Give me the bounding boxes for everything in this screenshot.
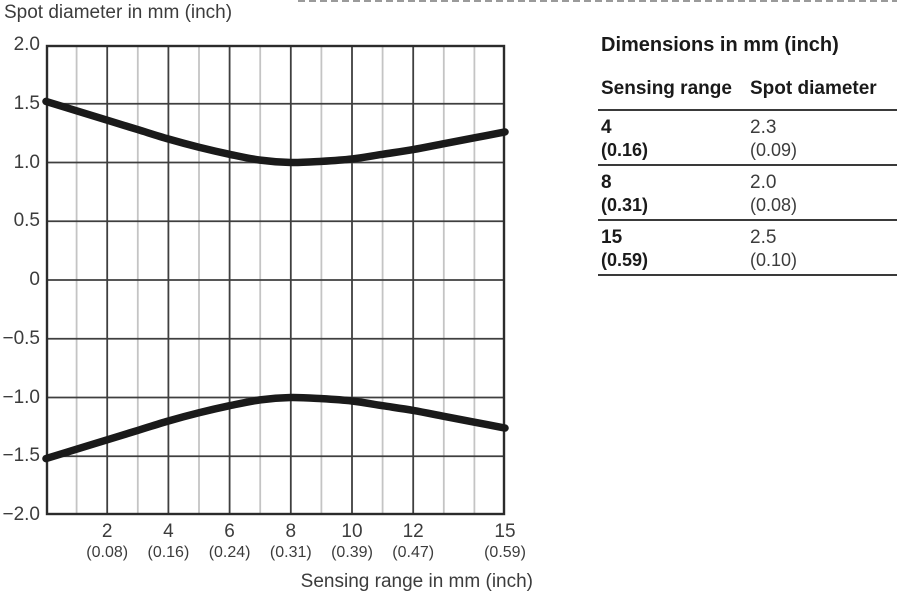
y-tick-label: −2.0: [2, 504, 40, 525]
range-mm-value: 8: [601, 172, 612, 193]
sensing-range-cell: 8 (0.31): [598, 171, 750, 216]
x-axis-title: Sensing range in mm (inch): [300, 571, 533, 592]
spot-inch-value: (0.09): [750, 140, 798, 160]
spot-diameter-cell: 2.3 (0.09): [750, 116, 897, 161]
x-tick-mm: 8: [285, 521, 297, 542]
x-tick-inch: (0.47): [392, 544, 435, 561]
table-row: 15 (0.59) 2.5 (0.10): [598, 221, 897, 276]
spot-mm-value: 2.0: [750, 172, 777, 193]
sensing-range-cell: 15 (0.59): [598, 226, 750, 271]
spot-inch-value: (0.10): [750, 250, 798, 270]
x-tick-inch: (0.24): [208, 544, 251, 561]
plot-border: [45, 44, 506, 516]
y-tick-label: 2.0: [13, 34, 40, 55]
range-inch-value: (0.16): [601, 140, 649, 160]
spot-diameter-chart-canvas: [42, 44, 509, 516]
x-tick-mm: 2: [101, 521, 113, 542]
chart-title: Spot diameter in mm (inch): [4, 2, 233, 23]
range-mm-value: 15: [601, 227, 623, 248]
y-tick-label: 1.5: [13, 92, 40, 114]
table-header-row: Sensing range Spot diameter: [598, 57, 897, 111]
y-tick-label: −1.0: [2, 386, 40, 408]
x-tick-mm: 4: [163, 521, 174, 542]
range-inch-value: (0.31): [601, 195, 649, 215]
x-tick-label: 15 (0.59): [459, 520, 551, 562]
x-tick-inch: (0.59): [484, 544, 526, 561]
x-tick-label: 10 (0.39): [306, 520, 398, 562]
column-header-sensing-range: Sensing range: [601, 78, 732, 99]
column-header-spot-diameter: Spot diameter: [750, 78, 877, 99]
spot-diameter-cell: 2.5 (0.10): [750, 226, 897, 271]
table-row: 4 (0.16) 2.3 (0.09): [598, 111, 897, 166]
y-tick-label: −0.5: [2, 327, 40, 349]
y-tick-label: −1.5: [2, 445, 40, 467]
y-tick-label: 0: [29, 269, 40, 290]
x-tick-mm: 6: [224, 521, 235, 542]
spot-mm-value: 2.5: [750, 227, 777, 248]
x-tick-inch: (0.16): [147, 544, 190, 561]
dimensions-panel: Dimensions in mm (inch) Sensing range Sp…: [598, 33, 897, 276]
x-tick-label: 6 (0.24): [184, 520, 276, 562]
x-tick-label: 2 (0.08): [61, 520, 153, 562]
x-tick-mm: 12: [402, 521, 424, 542]
sensing-range-cell: 4 (0.16): [598, 116, 750, 161]
spot-inch-value: (0.08): [750, 195, 798, 215]
x-tick-label: 4 (0.16): [122, 520, 214, 562]
x-tick-inch: (0.08): [86, 544, 129, 561]
spot-diameter-cell: 2.0 (0.08): [750, 171, 897, 216]
spot-mm-value: 2.3: [750, 117, 777, 138]
x-tick-inch: (0.31): [269, 544, 312, 561]
range-inch-value: (0.59): [601, 250, 649, 270]
curve-spot-radius-upper: [42, 97, 509, 167]
y-tick-label: 0.5: [13, 210, 40, 232]
curve-spot-radius-lower: [42, 393, 509, 463]
x-tick-mm: 10: [341, 521, 363, 542]
y-tick-label: 1.0: [13, 151, 40, 173]
range-mm-value: 4: [601, 117, 612, 138]
x-tick-mm: 15: [494, 521, 516, 542]
dimensions-table-title: Dimensions in mm (inch): [601, 34, 839, 56]
table-row: 8 (0.31) 2.0 (0.08): [598, 166, 897, 221]
x-tick-inch: (0.39): [331, 544, 373, 561]
cropped-text-edge-artifact: [298, 0, 897, 2]
x-tick-label: 12 (0.47): [367, 520, 459, 562]
x-tick-label: 8 (0.31): [245, 520, 337, 562]
